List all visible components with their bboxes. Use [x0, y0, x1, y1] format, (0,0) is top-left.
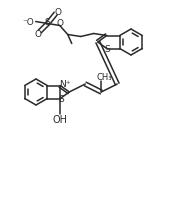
- Text: CH₃: CH₃: [96, 73, 112, 82]
- Text: S: S: [45, 18, 51, 27]
- Text: O: O: [54, 8, 61, 17]
- Text: ⁻O: ⁻O: [23, 18, 35, 27]
- Text: O: O: [34, 30, 41, 39]
- Text: S: S: [58, 94, 64, 103]
- Text: N⁺: N⁺: [59, 80, 71, 89]
- Text: OH: OH: [53, 115, 68, 125]
- Text: O: O: [56, 19, 63, 28]
- Text: S: S: [105, 45, 111, 54]
